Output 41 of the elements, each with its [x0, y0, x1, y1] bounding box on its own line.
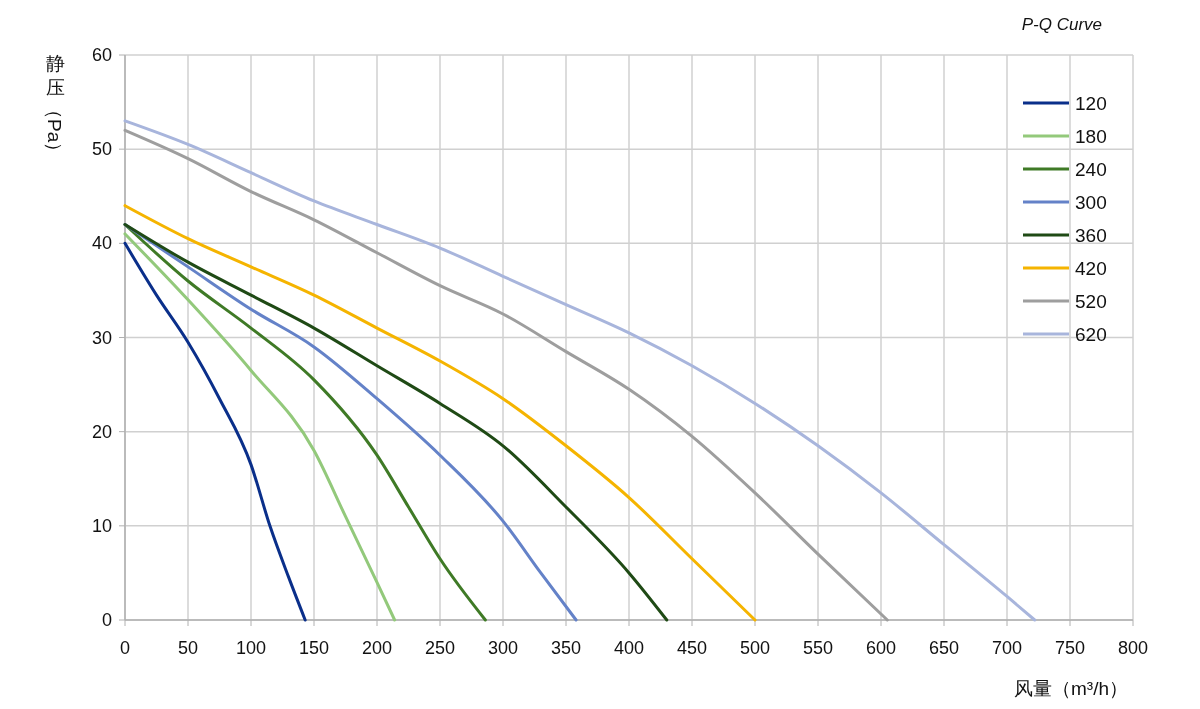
x-tick-label: 400 [613, 638, 645, 658]
x-tick-label: 50 [177, 638, 199, 658]
x-tick-label: 700 [991, 638, 1023, 658]
line-series [123, 204, 757, 622]
y-tick-label: 40 [91, 233, 112, 254]
line-series [123, 241, 307, 622]
y-tick-label: 0 [101, 610, 112, 630]
x-tick-label: 350 [550, 638, 582, 658]
chart-title: P-Q Curve [1021, 15, 1102, 34]
legend-label: 420 [1075, 258, 1107, 279]
x-tick-label: 750 [1054, 638, 1086, 658]
line-series [123, 119, 1037, 622]
x-tick-label: 100 [235, 638, 267, 658]
x-tick-label: 0 [119, 638, 131, 658]
y-tick-label: 50 [91, 139, 112, 160]
x-tick-label: 600 [865, 638, 897, 658]
x-tick-label: 250 [424, 638, 456, 658]
legend-label: 180 [1075, 126, 1107, 147]
y-tick-label: 10 [91, 515, 112, 536]
legend-label: 620 [1075, 324, 1107, 345]
line-series [123, 232, 397, 622]
y-tick-label: 20 [91, 421, 112, 442]
y-axis-title: 静压（Pa） [44, 53, 65, 162]
x-tick-label: 300 [487, 638, 519, 658]
x-tick-label: 550 [802, 638, 834, 658]
legend-label: 300 [1075, 192, 1107, 213]
x-tick-label: 500 [739, 638, 771, 658]
legend-label: 360 [1075, 225, 1107, 246]
legend-label: 120 [1075, 93, 1107, 114]
legend-label: 520 [1075, 291, 1107, 312]
x-tick-label: 200 [361, 638, 393, 658]
x-tick-label: 450 [676, 638, 708, 658]
x-axis-title: 风量（m³/h） [1014, 678, 1128, 699]
line-series [123, 128, 889, 622]
y-tick-label: 30 [91, 327, 112, 348]
x-tick-label: 650 [928, 638, 960, 658]
x-tick-label: 800 [1117, 638, 1149, 658]
line-series [123, 223, 669, 622]
y-tick-label: 60 [91, 45, 112, 65]
legend-label: 240 [1075, 159, 1107, 180]
x-tick-label: 150 [298, 638, 330, 658]
